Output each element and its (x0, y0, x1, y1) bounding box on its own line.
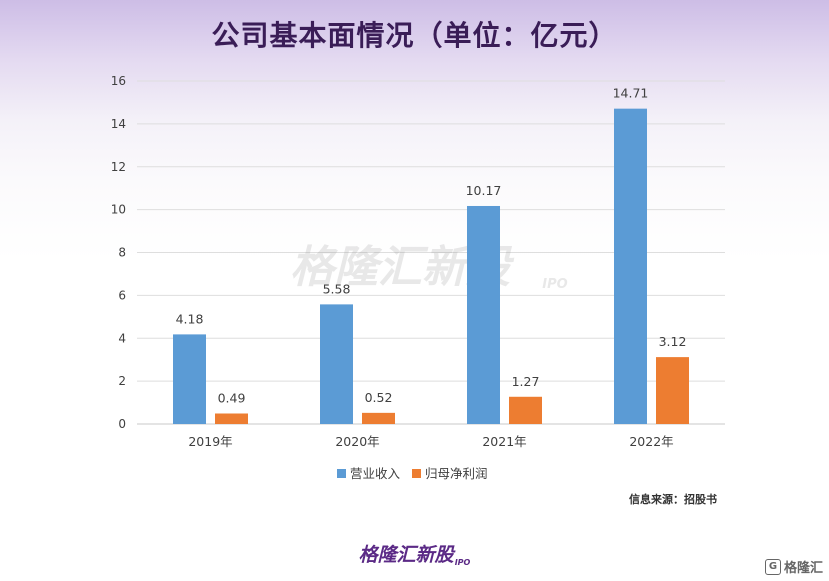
bar (215, 413, 248, 424)
y-axis: 0 2 4 6 8 10 12 14 16 (111, 74, 126, 431)
source-note: 信息来源：招股书 (629, 493, 717, 506)
y-tick-label: 16 (111, 74, 126, 88)
brand-icon: G (764, 558, 781, 575)
footer-logo-text: 格隆汇新股 (358, 544, 454, 566)
data-label: 0.49 (218, 390, 246, 405)
data-label: 4.18 (176, 311, 204, 326)
y-tick-label: 12 (111, 160, 126, 174)
footer-logo-sub: IPO (454, 558, 471, 567)
corner-brand-text: 格隆汇 (783, 561, 823, 576)
x-tick-label: 2019年 (188, 434, 232, 449)
bar (509, 396, 542, 424)
legend: 营业收入 归母净利润 (337, 466, 488, 481)
footer-logo: 格隆汇新股IPO (0, 540, 829, 567)
y-tick-label: 0 (118, 417, 126, 431)
y-tick-label: 8 (118, 246, 126, 260)
watermark-sub: IPO (542, 277, 567, 292)
x-axis: 2019年 2020年 2021年 2022年 (188, 434, 673, 449)
x-tick-label: 2021年 (482, 434, 526, 449)
bar (173, 334, 206, 424)
bar (362, 412, 395, 424)
corner-brand: G 格隆汇 (764, 557, 823, 576)
data-label: 3.12 (659, 334, 687, 349)
x-tick-label: 2022年 (629, 434, 673, 449)
y-tick-label: 2 (118, 374, 126, 388)
bars: 4.18 0.49 5.58 0.52 10.17 1.27 14.71 3.12 (173, 86, 689, 425)
legend-swatch (337, 469, 346, 478)
data-label: 1.27 (512, 374, 540, 389)
y-tick-label: 14 (111, 117, 126, 131)
y-tick-label: 10 (111, 203, 126, 217)
bar (320, 304, 353, 424)
bar (656, 357, 689, 424)
legend-label: 归母净利润 (425, 466, 488, 481)
data-label: 5.58 (323, 281, 351, 296)
bar (467, 205, 500, 424)
legend-swatch (412, 469, 421, 478)
chart-title: 公司基本面情况（单位：亿元） (211, 19, 618, 52)
x-tick-label: 2020年 (335, 434, 379, 449)
y-tick-label: 4 (118, 331, 126, 345)
bar (614, 108, 647, 425)
data-label: 10.17 (466, 183, 502, 198)
data-label: 14.71 (613, 86, 649, 101)
data-label: 0.52 (365, 390, 393, 405)
y-tick-label: 6 (118, 288, 126, 302)
legend-label: 营业收入 (350, 466, 401, 481)
